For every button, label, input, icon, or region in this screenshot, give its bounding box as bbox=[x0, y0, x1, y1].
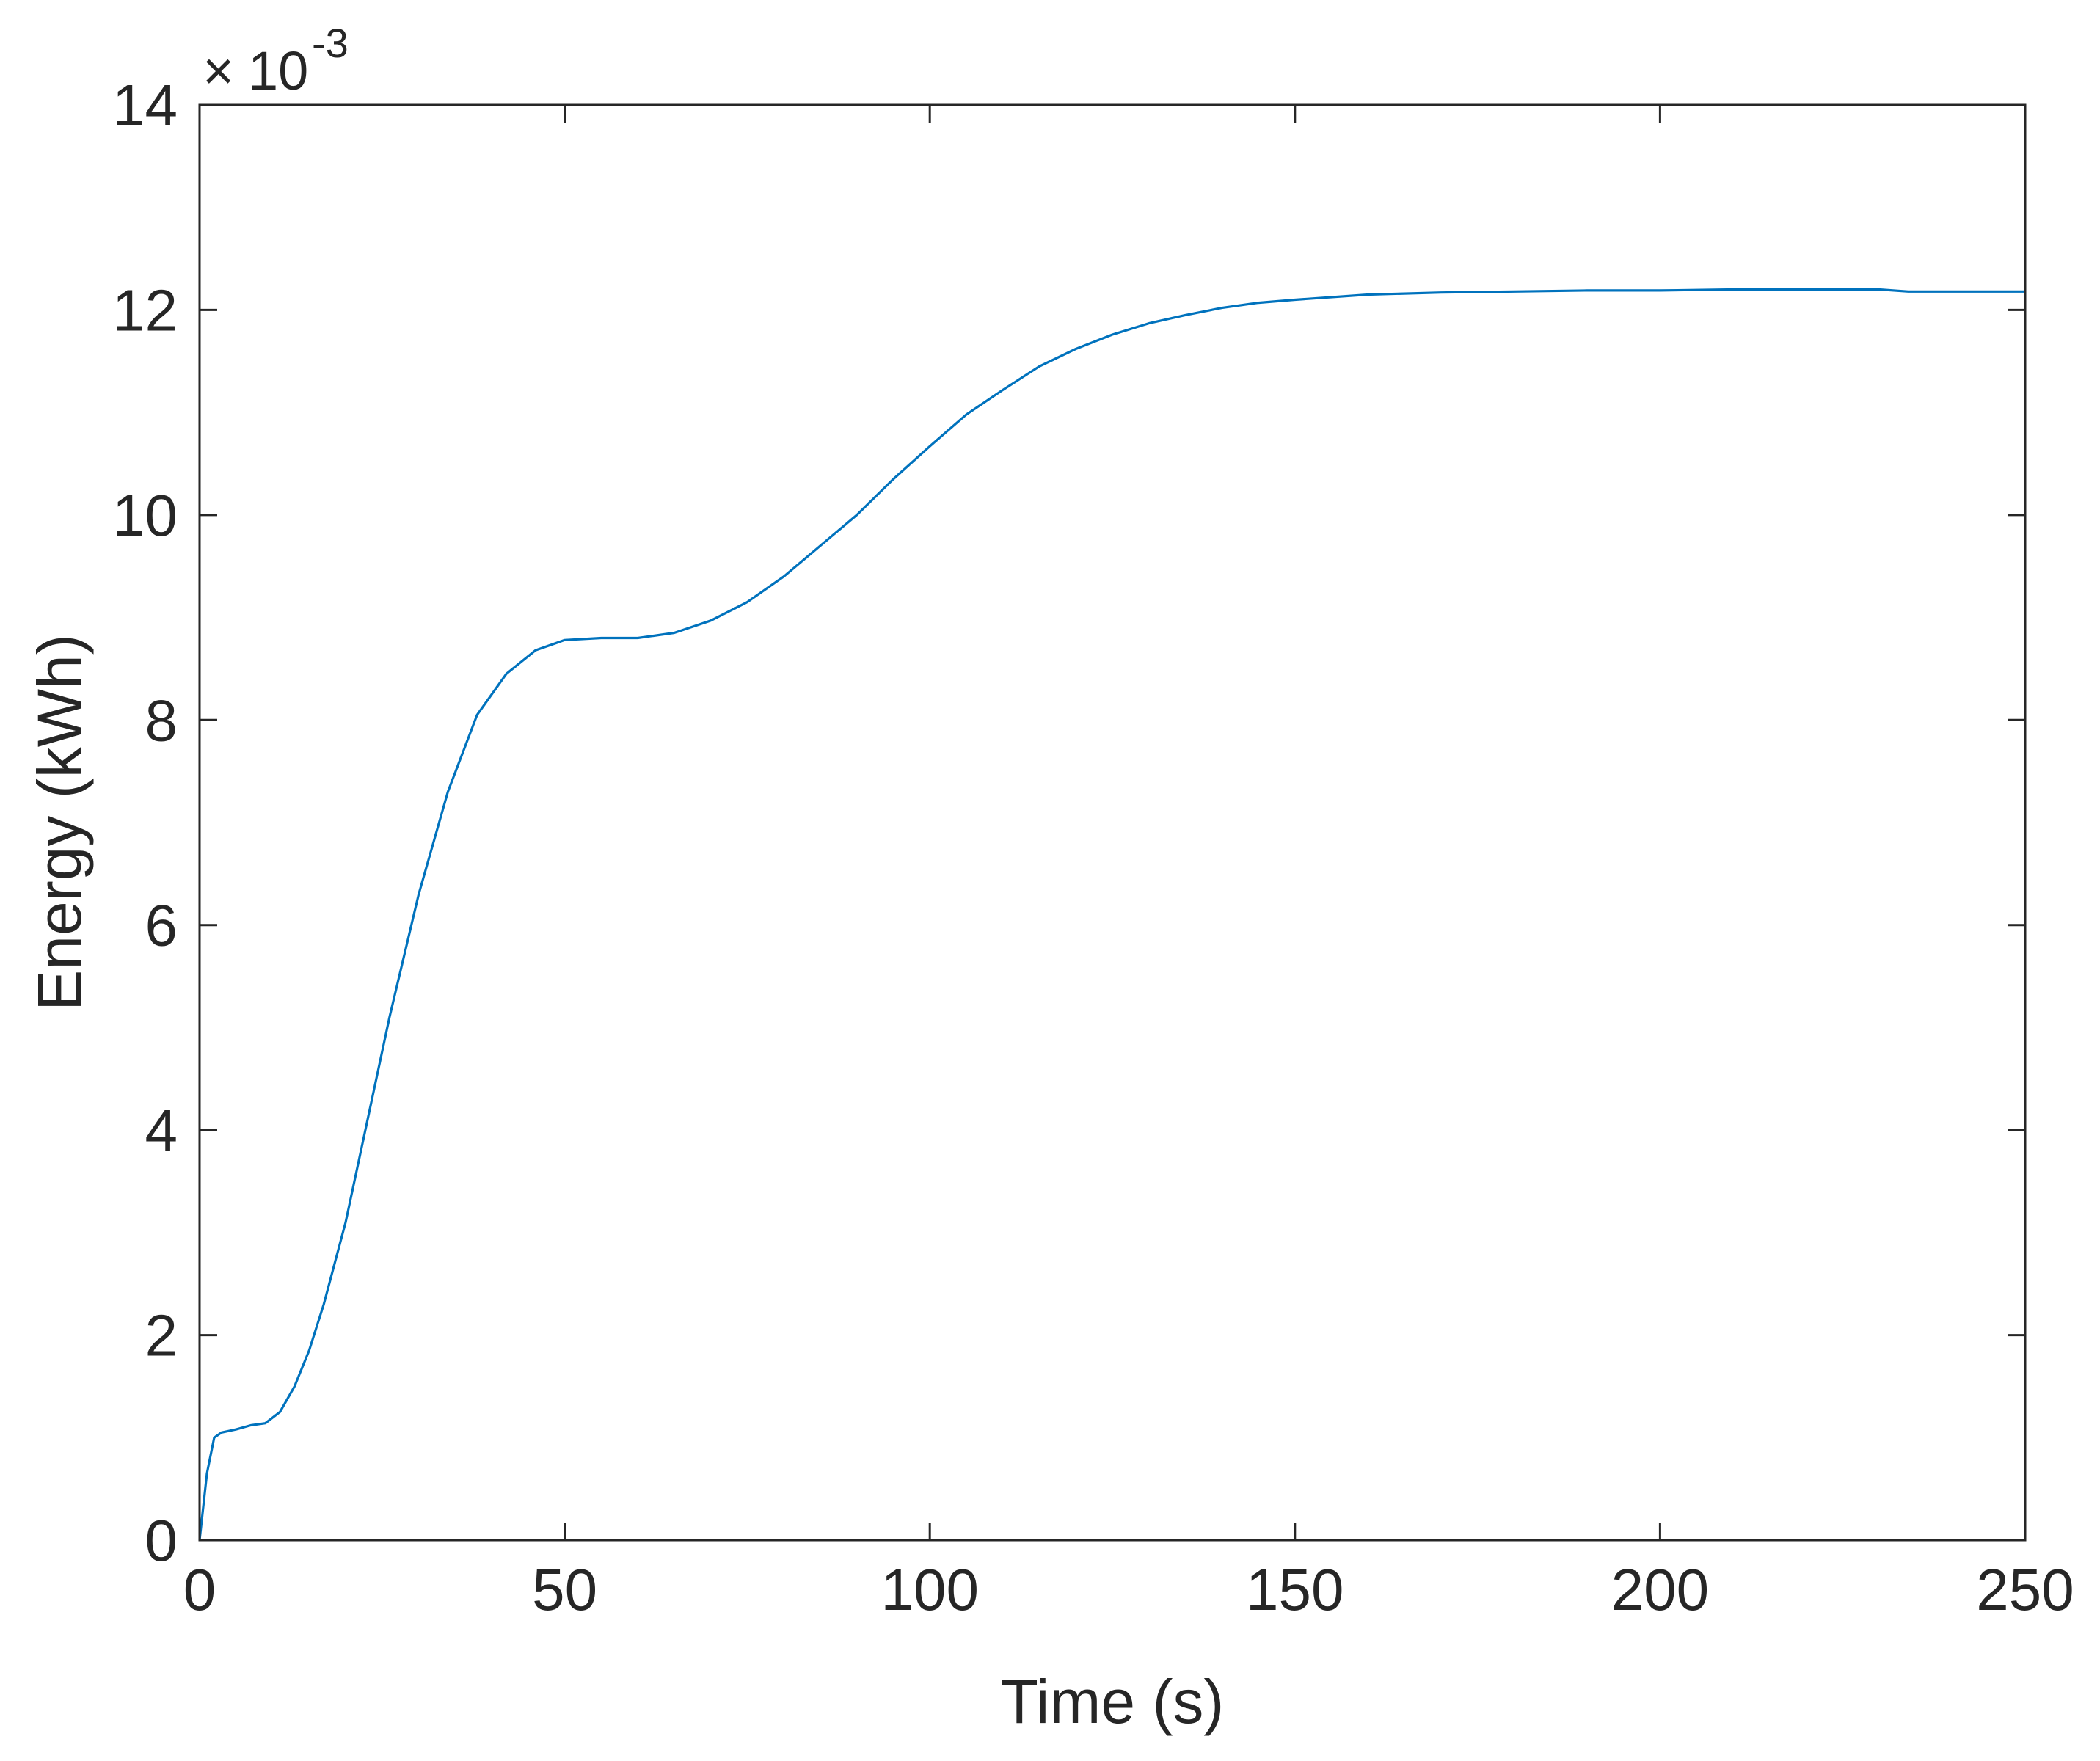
x-tick-label: 250 bbox=[1976, 1557, 2074, 1622]
y-axis-exponent: × 10 -3 bbox=[203, 20, 349, 101]
x-tick-label: 200 bbox=[1611, 1557, 1709, 1622]
energy-series-line bbox=[198, 288, 2025, 1541]
y-tick-label: 8 bbox=[145, 688, 178, 753]
x-tick-label: 100 bbox=[881, 1557, 978, 1622]
y-tick-label: 4 bbox=[145, 1098, 178, 1163]
x-tick-label: 50 bbox=[532, 1557, 597, 1622]
y-tick-label: 6 bbox=[145, 893, 178, 958]
x-tick-label: 150 bbox=[1246, 1557, 1344, 1622]
exponent-base: 10 bbox=[248, 40, 308, 101]
y-tick-label: 12 bbox=[112, 277, 178, 343]
y-axis-title: Energy (kWh) bbox=[25, 634, 94, 1010]
x-axis-title: Time (s) bbox=[1001, 1667, 1225, 1736]
y-tick-label: 2 bbox=[145, 1303, 178, 1368]
plot-box bbox=[198, 103, 2027, 1542]
x-tick-label: 0 bbox=[183, 1557, 216, 1622]
exponent-power: -3 bbox=[312, 20, 349, 66]
y-tick-label: 14 bbox=[112, 73, 178, 138]
y-tick-label: 0 bbox=[145, 1508, 178, 1573]
exponent-times-sign: × bbox=[203, 40, 234, 101]
tick-labels: 0 50 100 150 200 250 0 2 4 6 8 10 12 14 bbox=[112, 73, 2074, 1622]
y-tick-label: 10 bbox=[112, 483, 178, 548]
